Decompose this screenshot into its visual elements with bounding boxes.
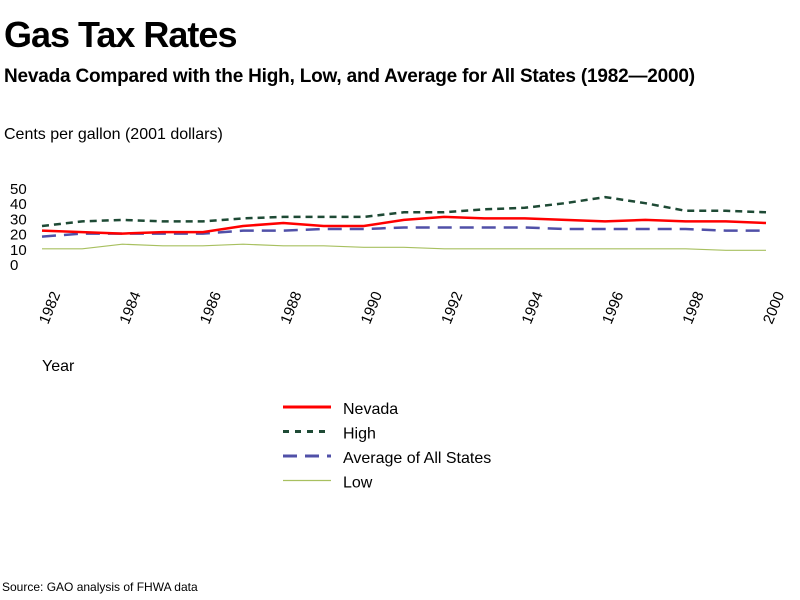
y-axis-label: Cents per gallon (2001 dollars) <box>4 126 223 143</box>
legend-label: High <box>343 426 376 443</box>
x-tick-label: 1994 <box>519 289 547 326</box>
y-tick-label: 30 <box>10 211 27 228</box>
series-lines <box>41 195 767 251</box>
chart-title: Gas Tax Rates <box>4 14 237 55</box>
x-tick-label: 1984 <box>116 289 144 326</box>
series-line-high <box>41 195 767 228</box>
x-tick-label: 1992 <box>438 289 466 326</box>
legend-label: Average of All States <box>343 450 491 467</box>
series-line-average-of-all-states <box>41 226 766 238</box>
x-axis-label: Year <box>42 358 75 375</box>
legend-label: Nevada <box>343 401 398 418</box>
x-tick-label: 1982 <box>36 289 64 326</box>
source-note: Source: GAO analysis of FHWA data <box>2 580 198 594</box>
series-line-nevada <box>41 215 767 235</box>
x-tick-label: 1986 <box>197 289 225 326</box>
legend-label: Low <box>343 475 373 492</box>
x-tick-label: 1988 <box>277 289 305 326</box>
y-tick-label: 20 <box>10 227 27 244</box>
x-axis-ticks: 1982 1984 1986 1988 1990 1992 1994 1996 1998 2000 <box>36 289 788 326</box>
x-tick-label: 1996 <box>599 289 627 326</box>
x-tick-label: 2000 <box>760 289 788 326</box>
series-line-low <box>42 243 766 251</box>
legend: Nevada High Average of All States Low <box>283 401 491 492</box>
chart-subtitle: Nevada Compared with the High, Low, and … <box>4 66 695 87</box>
x-tick-label: 1998 <box>680 289 708 326</box>
y-tick-label: 0 <box>10 257 18 274</box>
x-tick-label: 1990 <box>358 289 386 326</box>
y-tick-label: 50 <box>10 181 27 198</box>
y-tick-label: 40 <box>10 196 27 213</box>
y-tick-label: 10 <box>10 242 27 259</box>
